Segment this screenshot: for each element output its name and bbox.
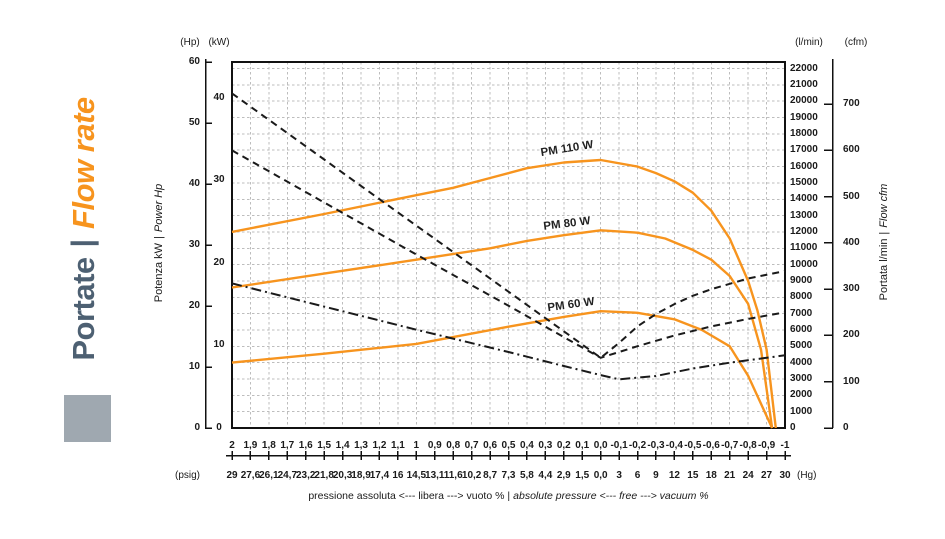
curve-pm-60-w-power [231,282,786,381]
decorative-square [64,395,111,442]
caption-separator: | [507,490,511,502]
kw-axis-header: (kW) [208,37,230,48]
curve-pm-80-w-flow [231,229,774,429]
caption-english: absolute pressure <--- free ---> vacuum … [513,490,709,502]
caption-italian: pressione assoluta <--- libera ---> vuot… [308,490,505,502]
curve-pm-110-w-power [231,92,786,359]
hg-unit-label: (Hg) [797,470,817,481]
curve-pm-110-w-flow [231,158,777,429]
chart-caption: pressione assoluta <--- libera ---> vuot… [232,490,785,502]
hp-axis-header: (Hp) [180,37,200,48]
cfm-axis-header: (cfm) [844,37,868,48]
lmin-axis-header: (l/min) [795,37,823,48]
psig-unit-label: (psig) [174,470,200,481]
curve-pm-80-w-power [231,149,786,359]
curve-pm-60-w-flow [231,310,774,429]
